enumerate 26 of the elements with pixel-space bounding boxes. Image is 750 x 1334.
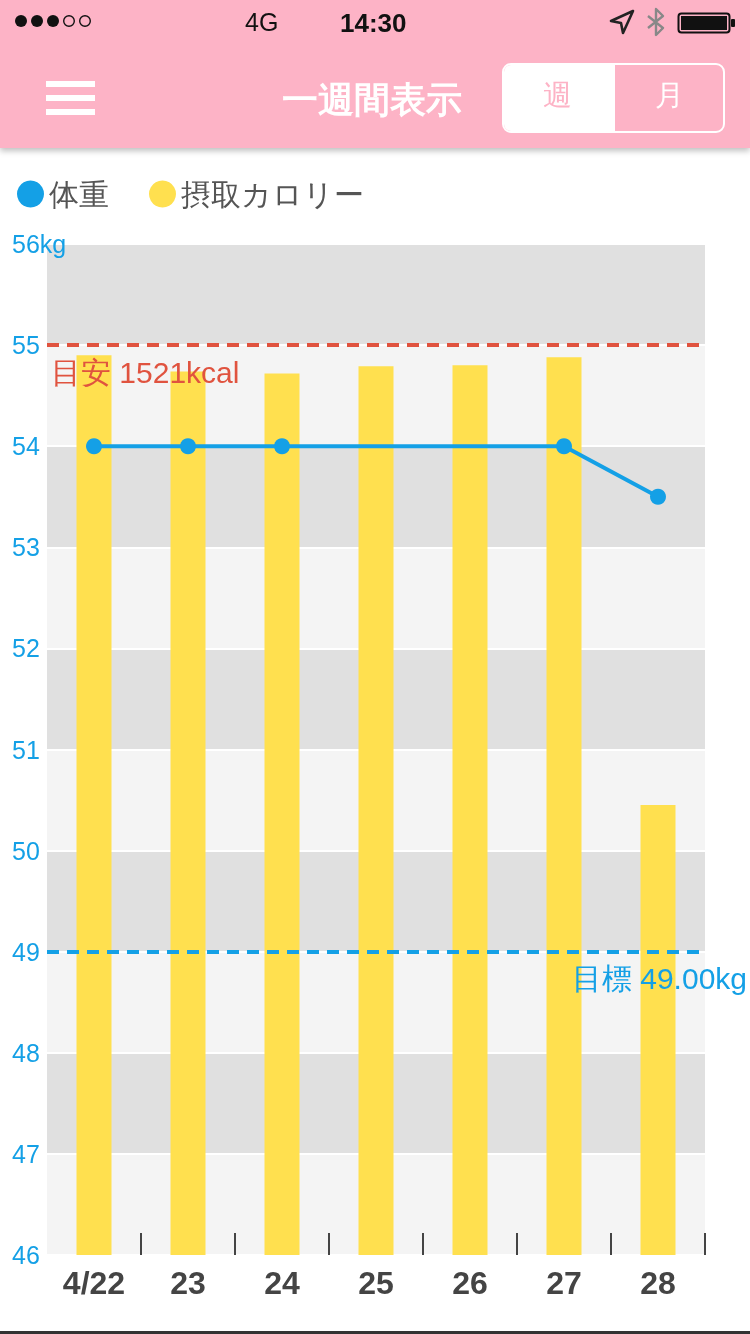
x-tick-label: 28 (640, 1265, 676, 1301)
y-tick-label: 55 (12, 331, 40, 360)
y-tick-label: 52 (12, 634, 40, 663)
x-tick-label: 4/22 (62, 1265, 126, 1301)
text: 月 (654, 78, 684, 113)
y-tick-label: 48 (12, 1038, 40, 1067)
legend-label: 摂取カロリー (181, 177, 364, 211)
y-tick-label: 56kg (12, 230, 67, 258)
y-tick-label: 47 (12, 1139, 40, 1168)
chart-title: 一週間表示 (282, 78, 462, 122)
y-tick-label: 46 (12, 1241, 40, 1269)
y-tick-label: 49 (12, 937, 40, 966)
x-tick-label: 27 (546, 1265, 582, 1301)
legend-label: 体重 (49, 177, 109, 211)
text: 週 (542, 78, 572, 113)
text: 4G (245, 8, 279, 37)
y-tick-label: 51 (12, 735, 40, 764)
x-tick-label: 23 (170, 1265, 206, 1301)
x-tick-label: 24 (264, 1265, 300, 1301)
x-tick-label: 26 (452, 1265, 488, 1301)
y-tick-label: 50 (12, 836, 40, 865)
y-tick-label: 54 (12, 432, 40, 461)
y-tick-label: 53 (12, 533, 40, 562)
text: 14:30 (340, 8, 407, 39)
x-tick-label: 25 (358, 1265, 394, 1301)
ref-line-label: 目安 1521kcal (51, 355, 240, 389)
